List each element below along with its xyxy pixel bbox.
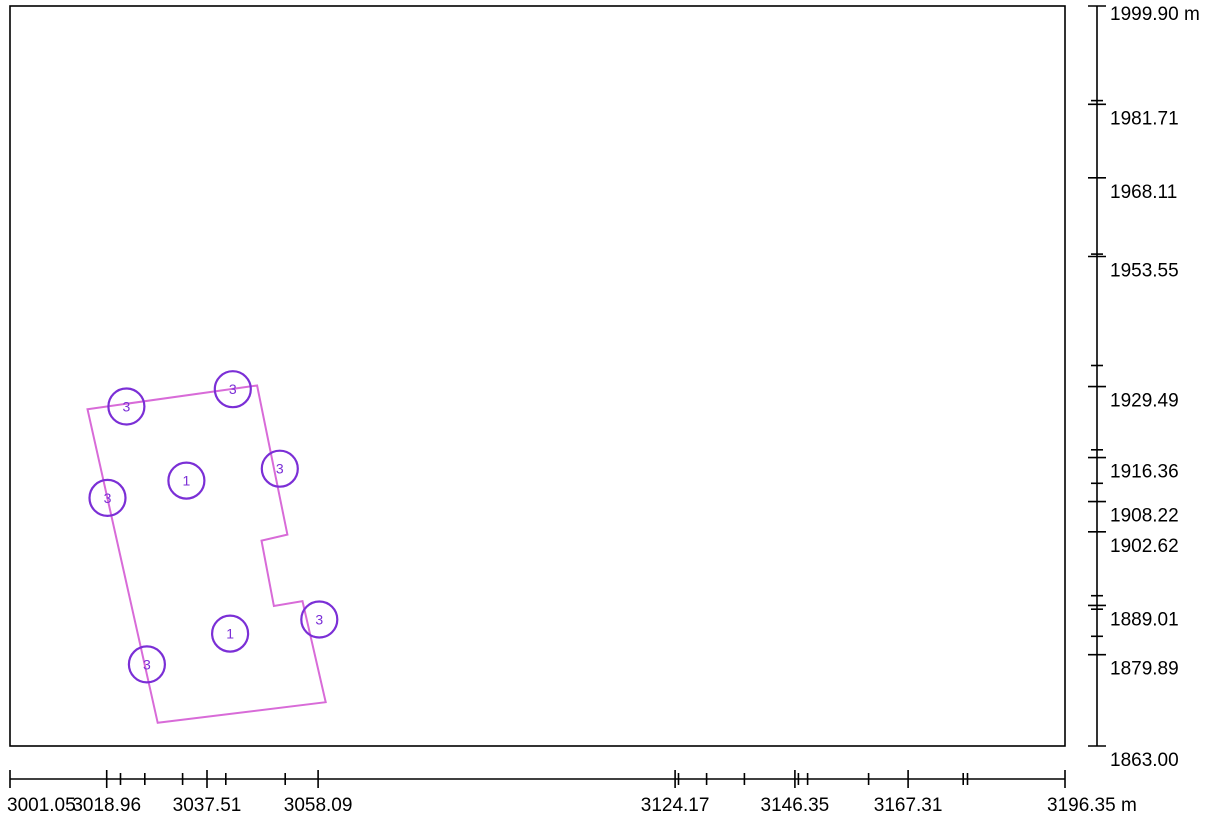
y-axis-tick-label: 1879.89 (1110, 659, 1179, 680)
y-axis-tick-label: 1929.49 (1110, 391, 1179, 412)
marker-label: 3 (229, 381, 237, 397)
y-axis-tick-label: 1908.22 (1110, 506, 1179, 527)
marker-circle (127, 645, 166, 684)
marker-circle (300, 600, 339, 639)
x-axis-tick-label: 3001.05 (7, 795, 76, 816)
y-axis: 1999.90 m 1981.71 1968.11 1953.55 1929.49 191… (1088, 4, 1200, 771)
marker-circle (107, 387, 146, 426)
marker-label: 3 (143, 656, 151, 672)
marker-3[interactable]: 3 (260, 449, 299, 488)
plot-frame (9, 5, 1066, 747)
y-axis-tick-label: 1981.71 (1110, 108, 1179, 129)
x-axis-tick-label: 3058.09 (284, 795, 353, 816)
x-axis-tick-label: 3124.17 (641, 795, 710, 816)
marker-label: 3 (104, 490, 112, 506)
marker-circle (213, 370, 252, 409)
marker-label: 3 (276, 461, 284, 477)
marker-circle (260, 449, 299, 488)
marker-label: 3 (315, 612, 323, 628)
marker-1[interactable]: 1 (211, 614, 250, 653)
building-outline-layer (86, 384, 327, 724)
x-axis-tick-label: 3037.51 (173, 795, 242, 816)
y-axis-tick-label: 1889.01 (1110, 609, 1179, 630)
marker-label: 1 (183, 473, 191, 489)
x-axis-tick-label: 3167.31 (874, 795, 943, 816)
y-axis-tick-label: 1863.00 (1110, 750, 1179, 771)
marker-1[interactable]: 1 (167, 461, 206, 500)
marker-circle (167, 461, 206, 500)
x-axis-tick-label: 3018.96 (72, 795, 141, 816)
x-axis-tick-label: 3196.35 m (1047, 795, 1137, 816)
x-axis-tick-label: 3146.35 (761, 795, 830, 816)
marker-layer: 3 3 3 1 3 3 1 3 (88, 370, 339, 684)
y-axis-tick-label: 1953.55 (1110, 261, 1179, 282)
marker-circle (211, 614, 250, 653)
y-axis-tick-label: 1968.11 (1110, 182, 1177, 203)
marker-3[interactable]: 3 (127, 645, 166, 684)
marker-circle (88, 478, 127, 517)
marker-3[interactable]: 3 (213, 370, 252, 409)
building-outline[interactable] (86, 384, 327, 724)
y-axis-tick-label: 1902.62 (1110, 536, 1179, 557)
y-axis-tick-label: 1916.36 (1110, 462, 1179, 483)
marker-3[interactable]: 3 (88, 478, 127, 517)
marker-label: 3 (123, 399, 131, 415)
y-axis-tick-label: 1999.90 m (1110, 4, 1200, 25)
marker-3[interactable]: 3 (107, 387, 146, 426)
marker-label: 1 (226, 626, 234, 642)
marker-3[interactable]: 3 (300, 600, 339, 639)
